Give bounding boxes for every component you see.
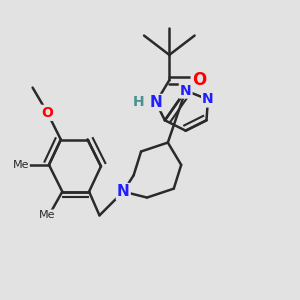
Text: N: N: [150, 95, 162, 110]
Text: Me: Me: [39, 210, 56, 220]
Text: O: O: [41, 106, 53, 120]
Text: N: N: [117, 184, 130, 199]
Text: H: H: [132, 95, 144, 110]
Text: N: N: [180, 84, 191, 98]
Text: Me: Me: [13, 160, 29, 170]
Text: N: N: [202, 92, 214, 106]
Text: O: O: [192, 71, 206, 89]
